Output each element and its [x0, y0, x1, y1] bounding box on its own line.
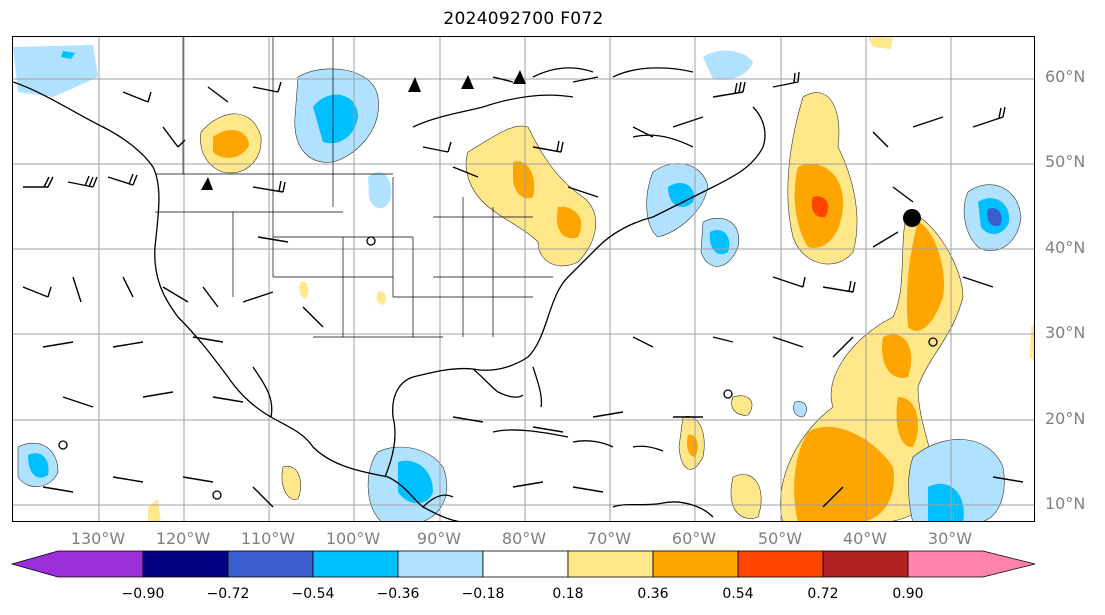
- lon-label-30w: 30°W: [927, 529, 973, 548]
- colorbar-tick: −0.90: [121, 586, 165, 602]
- colorbar-tick: −0.36: [376, 586, 420, 602]
- weather-map: [13, 37, 1034, 521]
- lon-label-130w: 130°W: [70, 529, 126, 548]
- colorbar-tick: −0.72: [206, 586, 250, 602]
- colorbar-segment: [312, 550, 399, 578]
- lat-label-60n: 60°N: [1045, 67, 1086, 86]
- colorbar-tick: 0.18: [552, 586, 584, 602]
- state-borders: [155, 37, 553, 338]
- colorbar-segment: [10, 550, 144, 578]
- lat-label-40n: 40°N: [1045, 238, 1086, 257]
- lon-label-80w: 80°W: [501, 529, 547, 548]
- shaded-contours: [13, 37, 1034, 521]
- map-title: 2024092700 F072: [443, 9, 604, 29]
- colorbar-segment: [227, 550, 314, 578]
- lon-label-40w: 40°W: [842, 529, 888, 548]
- lat-label-50n: 50°N: [1045, 152, 1086, 171]
- colorbar-tick: 0.54: [722, 586, 754, 602]
- calm-circles: [58, 236, 938, 500]
- storm-center-marker: [903, 209, 921, 227]
- colorbar-segment: [652, 550, 739, 578]
- coastlines: [13, 67, 766, 521]
- colorbar: [10, 550, 1036, 578]
- lon-label-90w: 90°W: [416, 529, 462, 548]
- lon-label-110w: 110°W: [240, 529, 296, 548]
- lon-label-60w: 60°W: [671, 529, 717, 548]
- lon-label-50w: 50°W: [757, 529, 803, 548]
- colorbar-segment: [142, 550, 229, 578]
- map-panel: [12, 36, 1035, 522]
- lat-label-10n: 10°N: [1045, 494, 1086, 513]
- lat-label-20n: 20°N: [1045, 409, 1086, 428]
- flag-barbs: [201, 70, 526, 190]
- lon-label-120w: 120°W: [155, 529, 211, 548]
- colorbar-segment: [737, 550, 824, 578]
- colorbar-tick: 0.90: [892, 586, 924, 602]
- colorbar-segment: [482, 550, 569, 578]
- colorbar-tick: 0.36: [637, 586, 669, 602]
- colorbar-tick: −0.18: [461, 586, 505, 602]
- colorbar-tick: 0.72: [807, 586, 839, 602]
- lon-label-70w: 70°W: [586, 529, 632, 548]
- lon-label-100w: 100°W: [325, 529, 381, 548]
- colorbar-tick: −0.54: [291, 586, 335, 602]
- colorbar-segment: [567, 550, 654, 578]
- colorbar-segment: [907, 550, 1036, 578]
- wind-barbs: [22, 71, 1024, 508]
- colorbar-segment: [397, 550, 484, 578]
- colorbar-segment: [822, 550, 909, 578]
- lat-label-30n: 30°N: [1045, 323, 1086, 342]
